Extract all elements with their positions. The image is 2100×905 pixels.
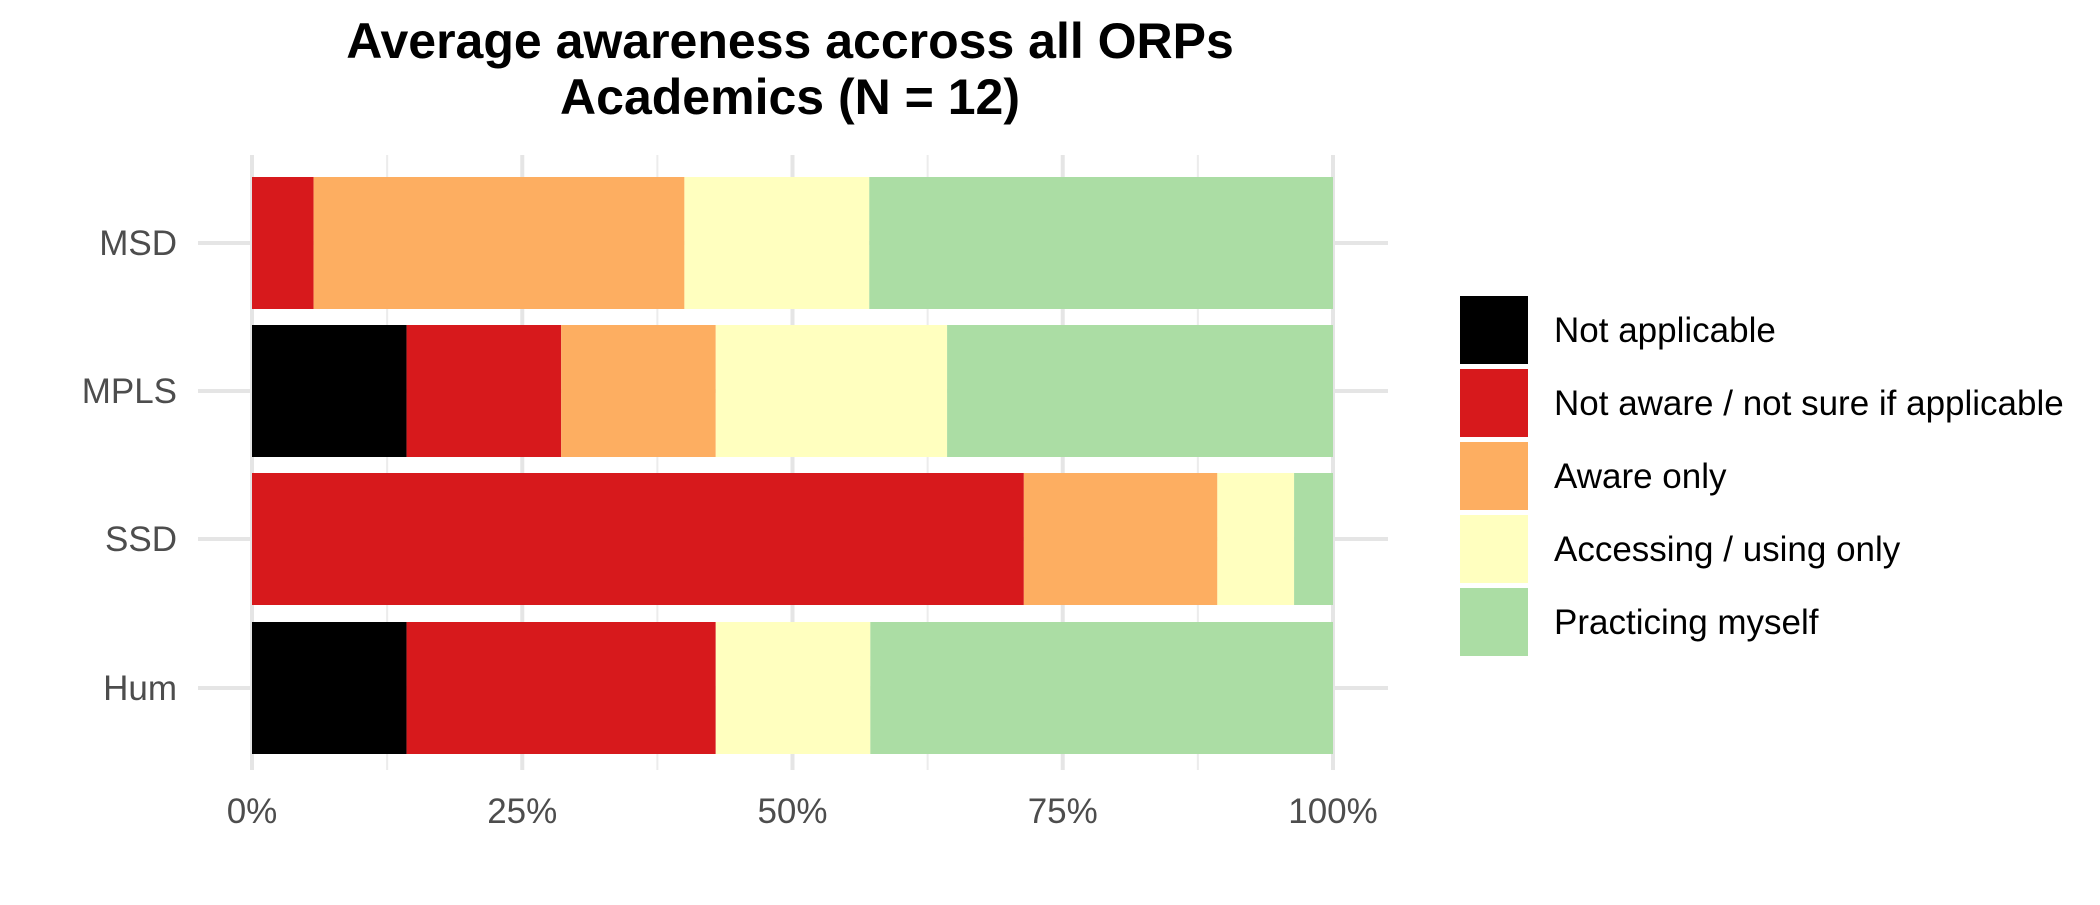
legend-label: Not applicable — [1554, 311, 1776, 350]
legend-key — [1460, 515, 1528, 583]
bar-segment — [406, 325, 562, 457]
legend-key — [1460, 296, 1528, 364]
x-tick-label: 100% — [1288, 792, 1378, 831]
x-axis-tick-labels: 0% 25% 50% 75% 100% — [227, 792, 1378, 831]
bar-segment — [561, 325, 716, 457]
y-tick-label: Hum — [103, 669, 177, 708]
chart-title: Average awareness accross all ORPs — [346, 13, 1234, 69]
bar-segment — [684, 177, 870, 309]
bar-segment — [715, 325, 948, 457]
bar-segment — [313, 177, 685, 309]
legend-key — [1460, 588, 1528, 656]
chart-subtitle: Academics (N = 12) — [560, 69, 1020, 125]
bar-segment — [1294, 473, 1333, 605]
y-axis-tick-labels: MSD MPLS SSD Hum — [82, 224, 177, 708]
y-tick-label: SSD — [105, 520, 177, 559]
legend: Not applicable Not aware / not sure if ap… — [1460, 296, 2064, 656]
x-tick-label: 75% — [1028, 792, 1098, 831]
bar-segment — [715, 622, 871, 754]
bar-segment — [252, 473, 1024, 605]
x-tick-label: 25% — [487, 792, 557, 831]
legend-label: Not aware / not sure if applicable — [1554, 384, 2064, 423]
bar-segment — [1023, 473, 1218, 605]
x-tick-label: 0% — [227, 792, 278, 831]
legend-label: Accessing / using only — [1554, 530, 1901, 569]
y-tick-label: MSD — [99, 224, 177, 263]
legend-label: Aware only — [1554, 457, 1727, 496]
legend-key — [1460, 442, 1528, 510]
legend-label: Practicing myself — [1554, 603, 1819, 642]
x-tick-label: 50% — [757, 792, 827, 831]
bars — [252, 177, 1333, 754]
bar-segment — [1217, 473, 1295, 605]
legend-key — [1460, 369, 1528, 437]
bar-segment — [252, 325, 407, 457]
bar-segment — [947, 325, 1333, 457]
bar-segment — [252, 622, 407, 754]
bar-segment — [406, 622, 716, 754]
y-tick-label: MPLS — [82, 372, 177, 411]
bar-segment — [870, 622, 1333, 754]
bar-segment — [252, 177, 314, 309]
bar-segment — [869, 177, 1333, 309]
